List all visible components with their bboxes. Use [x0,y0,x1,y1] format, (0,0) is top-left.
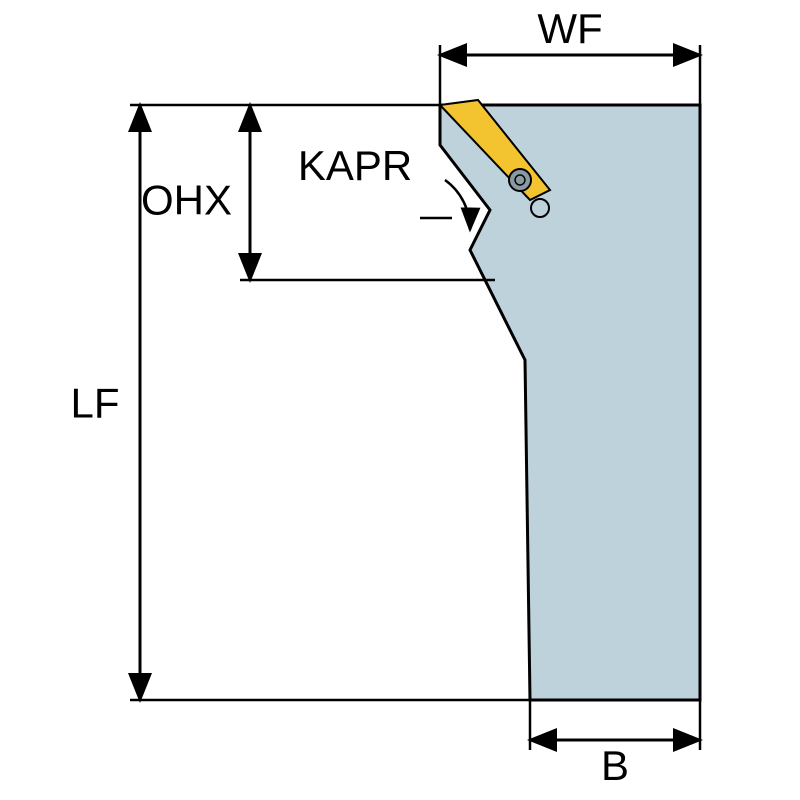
label-kapr: KAPR [298,142,412,189]
label-lf: LF [70,380,119,427]
insert-screw [509,169,531,191]
label-b: B [601,742,629,789]
tool-body-shape [440,105,700,700]
kapr-angle-arc [445,180,470,230]
label-wf: WF [537,5,602,52]
label-ohx: OHX [141,177,232,224]
